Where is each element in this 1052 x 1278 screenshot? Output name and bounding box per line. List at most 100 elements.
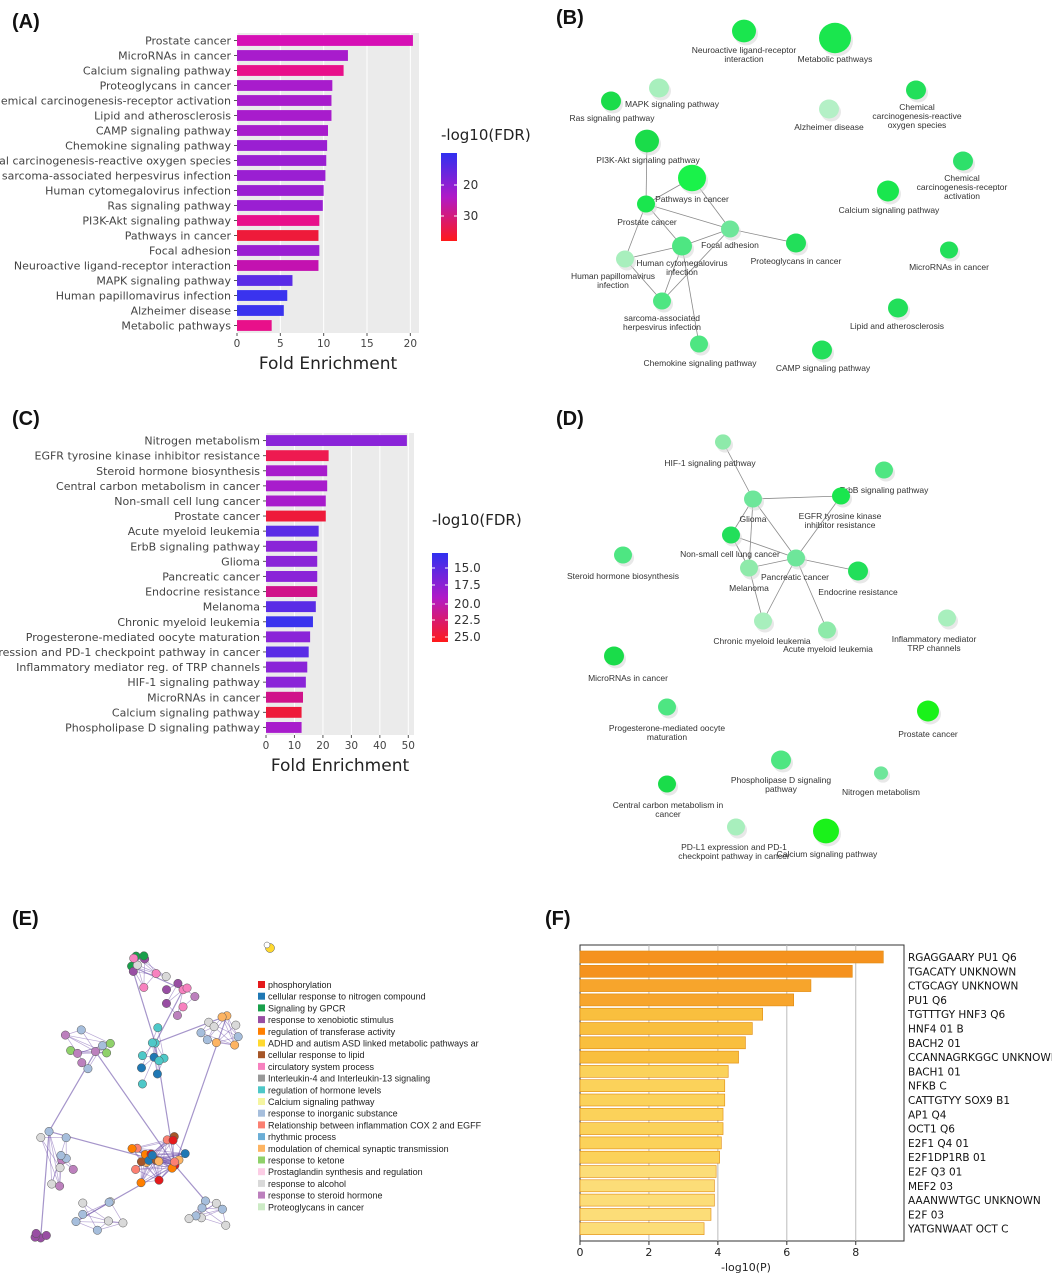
category-label: Neuroactive ligand-receptor interaction: [14, 260, 231, 273]
cluster-node: [139, 982, 149, 992]
cluster-node: [55, 1181, 65, 1191]
category-label: Kaposi sarcoma-associated herpesvirus in…: [0, 170, 231, 183]
legend-swatch: [258, 1062, 265, 1070]
node-label: Inflammatory mediator: [892, 634, 977, 644]
category-label: MAPK signaling pathway: [96, 275, 231, 288]
category-label: Progesterone-mediated oocyte maturation: [26, 631, 260, 644]
category-label: PI3K-Akt signaling pathway: [82, 215, 231, 228]
cluster-edge: [82, 1202, 98, 1231]
category-label: CTGCAGY UNKNOWN: [908, 981, 1018, 993]
cluster-node: [233, 1032, 243, 1042]
node-label: inhibitor resistance: [805, 520, 876, 530]
isolated-node: [263, 941, 271, 949]
cluster-node: [137, 1079, 147, 1089]
cluster-edge: [141, 1027, 159, 1068]
node-label: Ras signaling pathway: [569, 113, 655, 123]
cluster-node: [147, 1038, 157, 1048]
cluster-node: [56, 1151, 66, 1160]
bar: [579, 964, 853, 978]
panel-a-bar-chart: 0 5 10 15 20 Prostate cancer MicroRNAs in canc…: [0, 33, 531, 374]
legend-label: response to xenobiotic stimulus: [268, 1015, 394, 1025]
category-label: HIF-1 signaling pathway: [127, 676, 260, 689]
panel-e-cluster-network: [30, 941, 275, 1243]
bar: [237, 320, 272, 331]
legend-swatch: [258, 1144, 265, 1152]
node-label: MicroRNAs in cancer: [588, 673, 668, 683]
panel-e-label: (E): [12, 908, 39, 930]
cluster-node: [137, 1051, 147, 1061]
cluster-node: [182, 983, 192, 993]
category-label: E2F Q3 01: [908, 1167, 962, 1179]
legend-label: regulation of hormone levels: [268, 1085, 382, 1095]
cluster-node: [44, 1127, 54, 1136]
cluster-edge: [142, 1057, 155, 1085]
cluster-node: [154, 1156, 164, 1166]
cluster-node: [103, 1216, 113, 1226]
node: [906, 80, 926, 100]
bar: [266, 540, 318, 552]
colorbar-tick-label: 20.0: [454, 597, 481, 611]
cluster-edge: [157, 1027, 165, 1059]
cluster-node: [131, 1164, 141, 1174]
cluster-node: [173, 978, 183, 988]
node: [877, 180, 899, 202]
cluster-node: [36, 1133, 46, 1142]
bar: [237, 230, 319, 241]
node-label: Human papillomavirus: [571, 271, 655, 281]
cluster-node: [83, 1064, 93, 1074]
edge: [795, 495, 842, 559]
node: [953, 151, 973, 171]
cluster-edge: [135, 1167, 173, 1170]
node: [715, 434, 731, 450]
legend-swatch: [258, 1039, 265, 1047]
node-label: Chemical: [944, 173, 980, 183]
edge: [645, 203, 731, 230]
x-tick-label: 0: [234, 338, 241, 350]
x-axis-title: Fold Enrichment: [259, 354, 398, 374]
cluster-link: [154, 989, 184, 1044]
node-label: PD-L1 expression and PD-1: [681, 842, 787, 852]
node: [637, 195, 655, 213]
cluster-node: [230, 1040, 240, 1050]
node-label: Human cytomegalovirus: [636, 258, 727, 268]
bar: [237, 125, 328, 136]
cluster-node: [71, 1217, 81, 1227]
node: [672, 236, 692, 256]
colorbar-tick-label: 17.5: [454, 578, 481, 592]
category-label: NFKB C: [908, 1081, 947, 1093]
node-label: Pathways in cancer: [655, 194, 729, 204]
category-label: Chemokine signaling pathway: [65, 140, 231, 153]
bar: [237, 185, 324, 196]
category-label: Prostate cancer: [145, 35, 231, 48]
node-label: EGFR tyrosine kinase: [799, 511, 882, 521]
legend-title: -log10(FDR): [432, 511, 522, 529]
edge: [681, 245, 700, 345]
cluster-node: [77, 1058, 87, 1068]
cluster-node: [178, 1002, 188, 1012]
node: [740, 559, 758, 577]
category-label: Ras signaling pathway: [107, 200, 231, 213]
category-label: Chronic myeloid leukemia: [117, 616, 260, 629]
cluster-node: [98, 1041, 108, 1051]
colorbar-tick-label: 20: [463, 178, 478, 192]
node: [690, 335, 708, 353]
legend-swatch: [258, 1004, 265, 1012]
node-label: Steroid hormone biosynthesis: [567, 571, 679, 581]
legend-label: ADHD and autism ASD linked metabolic pat…: [268, 1039, 479, 1049]
node: [787, 549, 805, 567]
bar: [237, 65, 344, 76]
category-label: CAMP signaling pathway: [96, 125, 232, 138]
bar: [237, 245, 320, 256]
category-label: Alzheimer disease: [131, 305, 232, 318]
node: [917, 700, 939, 722]
cluster-edge: [48, 1131, 53, 1185]
node: [727, 818, 745, 836]
category-label: Acute myeloid leukemia: [128, 525, 260, 538]
cluster-edge: [40, 1137, 61, 1168]
node-label: Phospholipase D signaling: [731, 775, 831, 785]
cluster-nodes: [30, 941, 275, 1243]
bar: [237, 110, 332, 121]
node-label: Calcium signaling pathway: [839, 205, 940, 215]
edge: [661, 228, 731, 302]
